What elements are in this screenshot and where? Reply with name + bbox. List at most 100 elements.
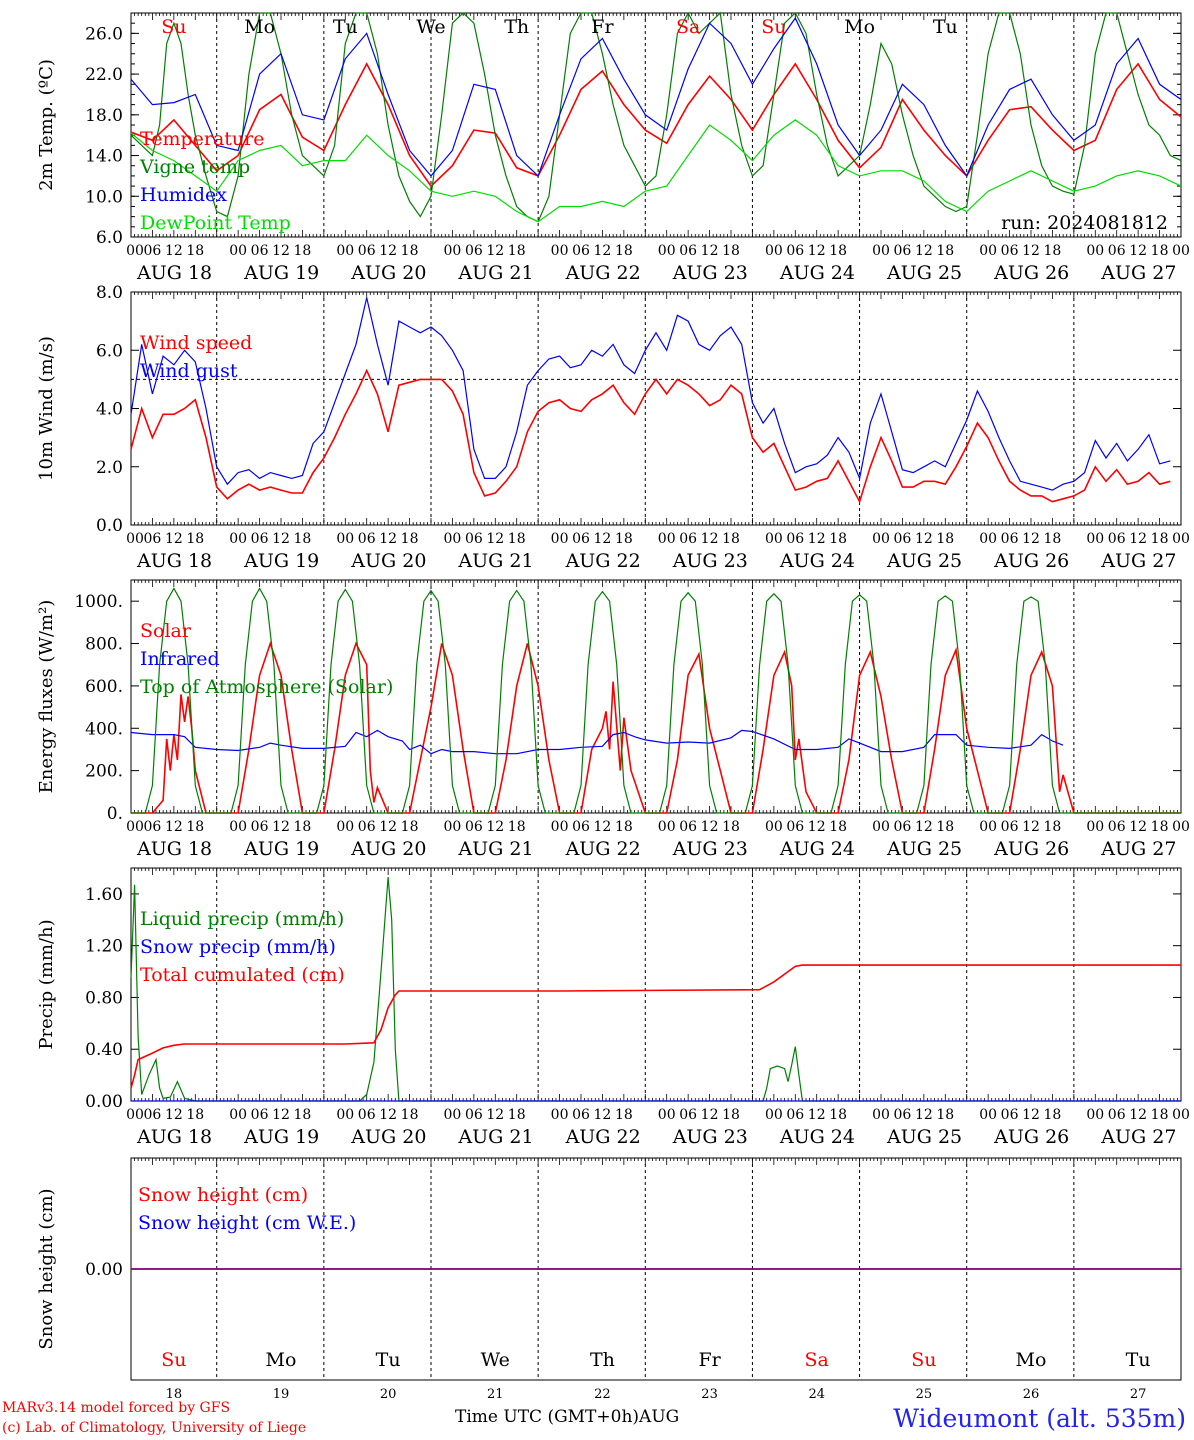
hour-tick-label: 06 [465,819,483,835]
hour-tick-label: 00 [979,531,997,547]
hour-tick-label: 00 [1172,243,1190,259]
hour-tick-label: 12 [272,243,290,259]
hour-tick-label: 00 [444,1107,462,1123]
hour-tick-label: 00 [1086,531,1104,547]
hour-tick-label: 00 [551,819,569,835]
legend-entry: Wind speed [140,332,252,354]
hour-tick-label: 18 [1151,531,1169,547]
hour-tick-label: 06 [786,1107,804,1123]
series-line [130,368,1171,504]
weekday-label: Sa [805,1349,829,1371]
hour-tick-label: 00 [126,243,144,259]
hour-tick-label: 00 [1172,819,1190,835]
hour-tick-label: 00 [229,531,247,547]
hour-tick-label: 18 [615,531,633,547]
day-number-label: 23 [701,1387,718,1402]
hour-tick-label: 00 [1172,531,1190,547]
day-number-label: 19 [273,1387,290,1402]
date-label: AUG 20 [350,1126,426,1148]
hour-tick-label: 18 [829,531,847,547]
hour-tick-label: 00 [229,819,247,835]
time-axis-label: Time UTC (GMT+0h)AUG [455,1407,680,1427]
y-axis-label: Precip (mm/h) [36,919,57,1049]
hour-tick-label: 12 [272,1107,290,1123]
hour-tick-label: 06 [1001,531,1019,547]
hour-tick-label: 18 [722,243,740,259]
hour-tick-label: 18 [508,819,526,835]
hour-tick-label: 12 [379,819,397,835]
series-line [131,587,1181,814]
weekday-label: Tu [933,16,958,38]
hour-tick-label: 06 [679,1107,697,1123]
hour-tick-label: 06 [358,1107,376,1123]
weekday-label: Tu [333,16,358,38]
weekday-label: Mo [244,16,275,38]
hour-tick-label: 12 [1022,243,1040,259]
date-label: AUG 23 [672,550,748,572]
y-tick-label: 0.00 [85,1092,123,1112]
y-axis-label: Snow height (cm) [36,1188,57,1349]
date-label: AUG 18 [136,550,212,572]
hour-tick-label: 06 [786,531,804,547]
legend-entry: Snow precip (mm/h) [140,936,336,958]
hour-tick-label: 00 [551,1107,569,1123]
day-number-label: 22 [594,1387,611,1402]
series-line [130,297,1171,491]
date-label: AUG 22 [565,550,641,572]
date-label: AUG 21 [457,550,533,572]
hour-tick-label: 12 [165,243,183,259]
series-line [130,11,1182,223]
date-label: AUG 27 [1100,1126,1176,1148]
series-line [130,877,1181,1102]
hour-tick-label: 12 [1129,819,1147,835]
legend-entry: Snow height (cm) [138,1184,308,1206]
day-number-label: 21 [487,1387,504,1402]
hour-tick-label: 06 [1001,819,1019,835]
weekday-label: We [416,16,445,38]
weekday-label: Fr [591,16,614,38]
weekday-label: Th [590,1349,615,1371]
hour-tick-label: 12 [808,243,826,259]
hour-tick-label: 06 [679,819,697,835]
hour-tick-label: 18 [186,531,204,547]
date-label: AUG 24 [779,550,855,572]
hour-tick-label: 18 [1044,243,1062,259]
hour-tick-label: 12 [915,243,933,259]
hour-tick-label: 12 [1129,243,1147,259]
hour-tick-label: 12 [701,531,719,547]
date-label: AUG 26 [993,262,1069,284]
hour-tick-label: 12 [486,1107,504,1123]
hour-tick-label: 12 [486,243,504,259]
hour-tick-label: 12 [808,1107,826,1123]
hour-tick-label: 06 [144,819,162,835]
legend-entry: Humidex [140,184,227,206]
hour-tick-label: 18 [615,1107,633,1123]
y-tick-label: 22.0 [85,65,123,85]
date-label: AUG 25 [886,1126,962,1148]
y-tick-label: 10.0 [85,187,123,207]
weekday-label: Fr [698,1349,721,1371]
hour-tick-label: 00 [336,819,354,835]
hour-tick-label: 06 [572,243,590,259]
hour-tick-label: 06 [679,531,697,547]
hour-tick-label: 00 [444,531,462,547]
y-tick-label: 2.0 [96,458,123,478]
panel-frame [130,12,1182,238]
weekday-label: Su [761,16,786,38]
day-number-label: 26 [1023,1387,1040,1402]
hour-tick-label: 00 [765,243,783,259]
hour-tick-label: 12 [1129,1107,1147,1123]
date-label: AUG 24 [779,1126,855,1148]
hour-tick-label: 18 [186,1107,204,1123]
hour-tick-label: 18 [615,243,633,259]
hour-tick-label: 06 [572,819,590,835]
hour-tick-label: 12 [701,243,719,259]
y-tick-label: 400. [85,719,123,739]
hour-tick-label: 18 [829,1107,847,1123]
y-tick-label: 14.0 [85,147,123,167]
hour-tick-label: 06 [572,531,590,547]
day-number-label: 20 [380,1387,397,1402]
date-label: AUG 19 [243,262,319,284]
hour-tick-label: 06 [786,819,804,835]
date-label: AUG 26 [993,1126,1069,1148]
